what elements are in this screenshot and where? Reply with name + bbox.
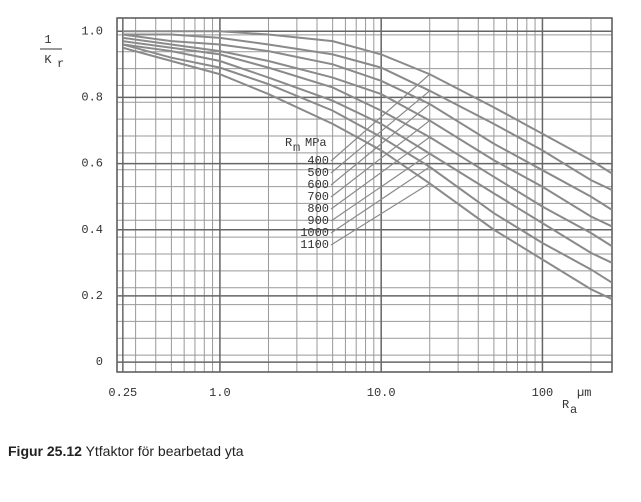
data-line xyxy=(122,33,613,191)
leader-line xyxy=(330,103,431,186)
caption-text: Ytfaktor för bearbetad yta xyxy=(85,443,244,459)
legend-title: R xyxy=(285,136,292,150)
y-tick-label: 0.6 xyxy=(81,157,103,171)
y-tick-label: 0 xyxy=(96,355,103,369)
y-tick-label: 0.4 xyxy=(81,223,103,237)
legend-label: 800 xyxy=(307,202,329,216)
plot-frame xyxy=(116,17,613,373)
y-tick-label: 0.2 xyxy=(81,289,103,303)
y-tick-label: 0.8 xyxy=(81,91,103,105)
legend-label: 1000 xyxy=(300,226,329,240)
leader-line xyxy=(330,120,431,198)
x-tick-label: 10.0 xyxy=(367,386,396,400)
legend-label: 400 xyxy=(307,154,329,168)
legend-label: 600 xyxy=(307,178,329,192)
y-label-denominator: K xyxy=(44,53,52,67)
x-label-subscript: a xyxy=(570,403,577,417)
y-label-subscript: r xyxy=(57,57,64,71)
data-line xyxy=(122,36,613,228)
x-tick-label: 1.0 xyxy=(209,386,231,400)
data-line xyxy=(122,43,613,264)
y-tick-label: 1.0 xyxy=(81,24,103,38)
legend-label: 500 xyxy=(307,166,329,180)
data-line xyxy=(122,43,613,284)
x-label: R xyxy=(562,398,569,412)
y-label-numerator: 1 xyxy=(44,33,51,47)
legend-label: 700 xyxy=(307,190,329,204)
legend-label: 1100 xyxy=(300,238,329,252)
leader-line xyxy=(330,73,431,162)
data-line xyxy=(122,40,613,248)
caption-label: Figur 25.12 xyxy=(8,443,82,459)
x-unit: µm xyxy=(577,386,591,400)
leader-line xyxy=(330,153,431,222)
leader-line xyxy=(330,166,431,234)
x-tick-label: 100 xyxy=(532,386,554,400)
data-line xyxy=(122,46,613,301)
legend-title-unit: MPa xyxy=(305,136,327,150)
caption: Figur 25.12 Ytfaktor för bearbetad yta xyxy=(8,443,244,459)
data-line xyxy=(122,30,613,175)
leader-line xyxy=(330,90,431,174)
leader-line xyxy=(330,182,431,246)
leader-line xyxy=(330,136,431,210)
legend-label: 900 xyxy=(307,214,329,228)
data-line xyxy=(122,33,613,211)
x-tick-label: 0.25 xyxy=(108,386,137,400)
chart: 1 K r R a µm R m MPa 00.20.40.60.81.00.2… xyxy=(40,17,613,417)
